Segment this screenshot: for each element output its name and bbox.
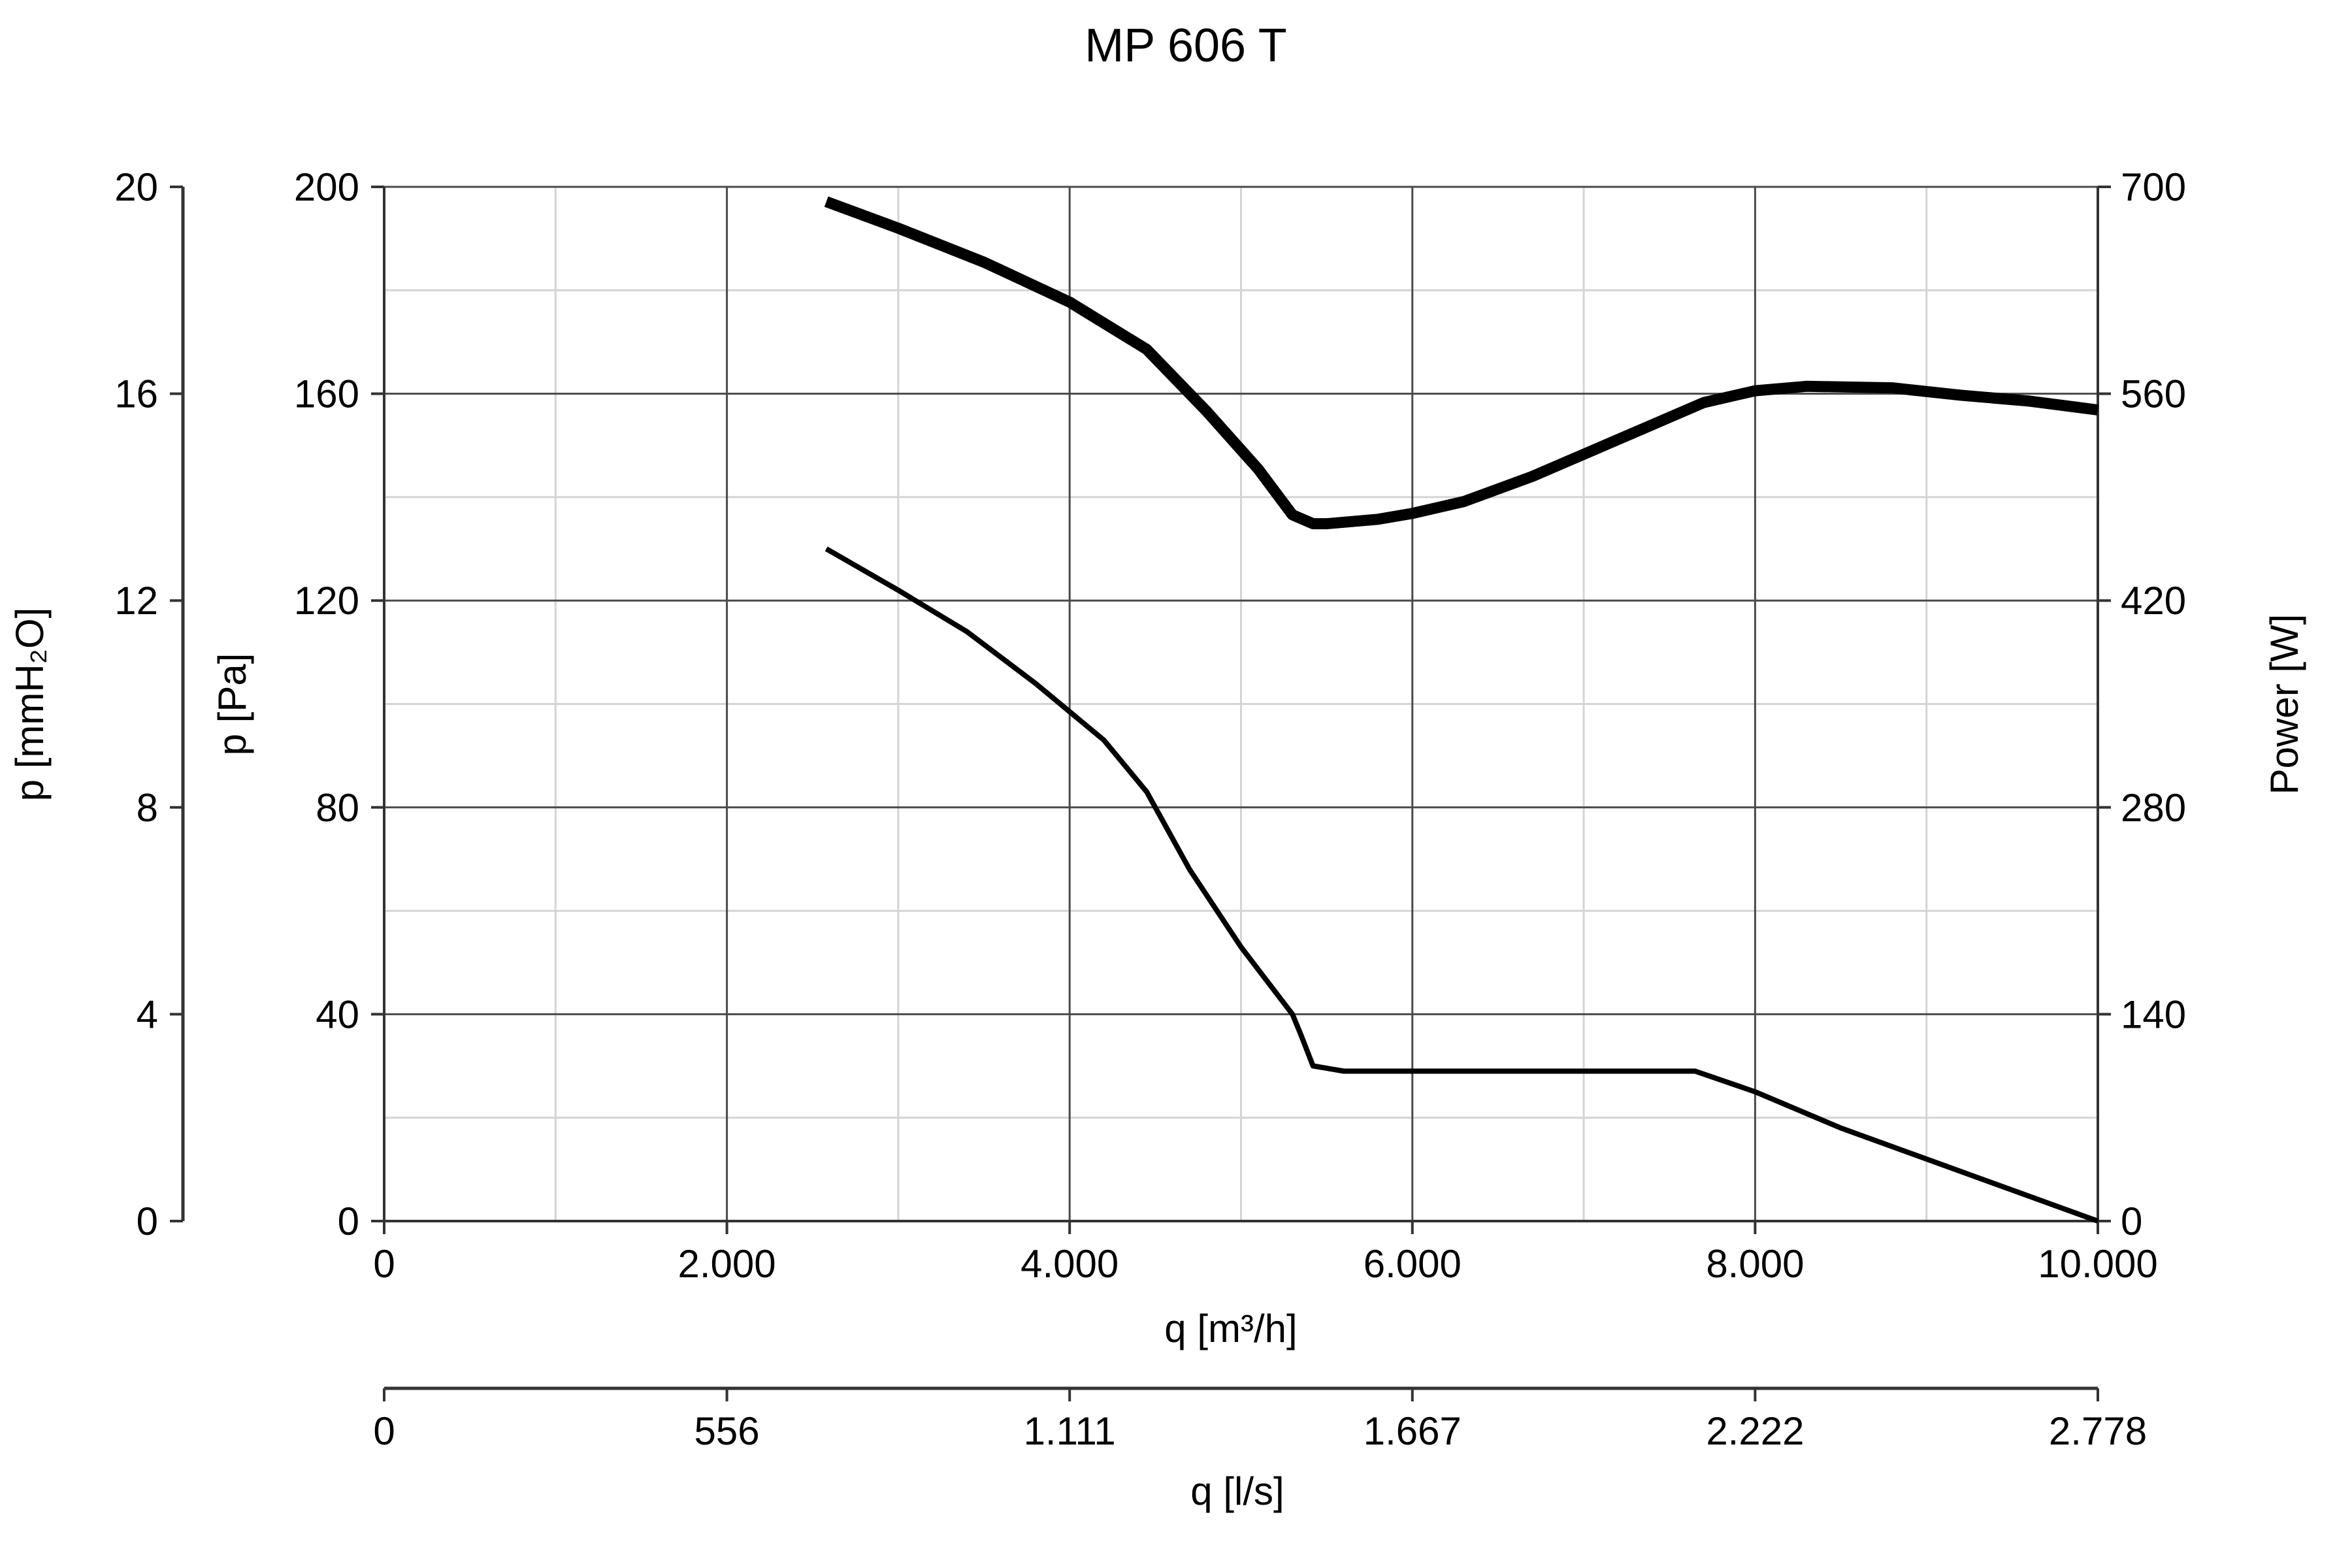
y-outer-tick-label: 12 (114, 579, 158, 623)
y-axis-label-pressure: p [Pa] (210, 653, 254, 756)
y-tick-label: 80 (316, 786, 359, 830)
y-outer-tick-label: 16 (114, 372, 158, 416)
pressure-curve (825, 546, 2099, 1224)
x-tick-label: 4.000 (1021, 1242, 1119, 1286)
x-tick-label: 10.000 (2038, 1242, 2158, 1286)
power-curve (824, 196, 2099, 530)
x-axis-label: q [m³/h] (1164, 1307, 1297, 1350)
y-tick-label: 200 (294, 165, 359, 209)
axes (170, 186, 2111, 1401)
y-right-tick-label: 140 (2121, 992, 2186, 1036)
x2-tick-label: 1.667 (1364, 1409, 1462, 1453)
curves (824, 196, 2099, 1224)
x2-tick-label: 2.778 (2049, 1409, 2147, 1453)
y-tick-label: 160 (294, 372, 359, 416)
x2-tick-label: 2.222 (1706, 1409, 1804, 1453)
y-right-tick-label: 420 (2121, 579, 2186, 623)
y-right-tick-label: 560 (2121, 372, 2186, 416)
minor-grid (384, 187, 2098, 1221)
y-right-tick-label: 0 (2121, 1200, 2142, 1243)
y-axis-label-outer: p [mmH₂O] (8, 608, 52, 802)
x2-axis-label: q [l/s] (1190, 1469, 1284, 1513)
y-outer-tick-label: 8 (137, 786, 158, 830)
x-tick-label: 6.000 (1364, 1242, 1462, 1286)
x-tick-label: 2.000 (678, 1242, 776, 1286)
y-outer-tick-label: 20 (114, 165, 158, 209)
y-right-tick-label: 280 (2121, 786, 2186, 830)
x2-tick-label: 1.111 (1024, 1409, 1116, 1453)
y-tick-label: 120 (294, 579, 359, 623)
y-right-tick-label: 700 (2121, 165, 2186, 209)
y-outer-tick-label: 4 (137, 992, 158, 1036)
y-tick-label: 40 (316, 992, 359, 1036)
x2-tick-label: 0 (373, 1409, 395, 1453)
chart-title: MP 606 T (1085, 20, 1287, 72)
y-axis-label-power: Power [W] (2262, 614, 2306, 795)
y-tick-label: 0 (338, 1200, 359, 1243)
y-outer-tick-label: 0 (137, 1200, 158, 1243)
x2-tick-label: 556 (694, 1409, 760, 1453)
x-tick-label: 8.000 (1706, 1242, 1804, 1286)
x-tick-label: 0 (373, 1242, 395, 1286)
